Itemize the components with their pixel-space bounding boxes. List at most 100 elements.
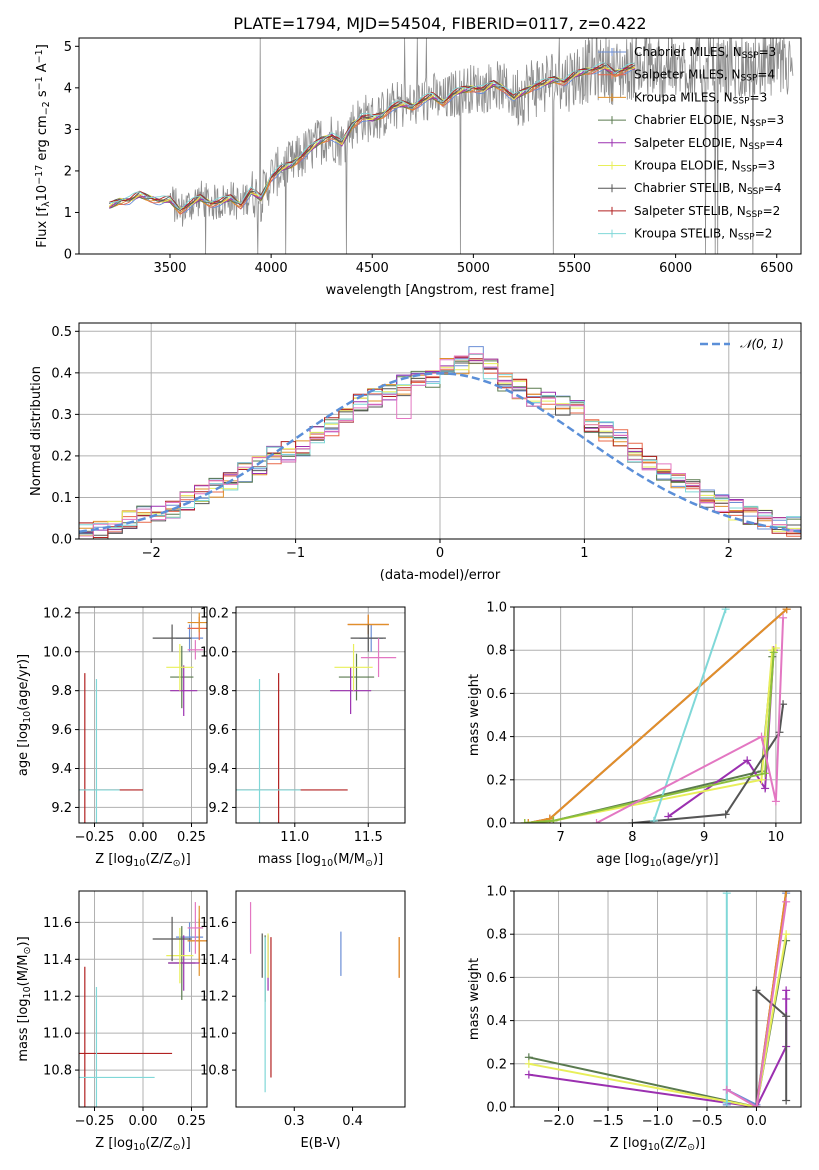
marker: [752, 1103, 761, 1107]
model-line-salpeter-miles: [109, 66, 636, 215]
legend-label: Chabrier STELIB, NSSP=4: [634, 181, 782, 197]
x-tick-label: 0.3: [284, 1114, 305, 1129]
marker: [757, 775, 766, 784]
x-tick-label: 11.5: [354, 830, 383, 845]
y-tick-label: 10.0: [200, 645, 229, 660]
x-tick-label: 8: [628, 830, 636, 845]
marker: [524, 1070, 533, 1079]
y-tick-label: 11.6: [43, 916, 72, 931]
marker: [721, 607, 730, 614]
errorbar-kroupa-elodie: [166, 643, 194, 691]
errorbar-pink: [187, 902, 204, 954]
y-tick-label: 10.0: [43, 645, 72, 660]
mass-ebv-plot-area: [249, 902, 400, 1093]
residuals-plot-area: [79, 346, 801, 539]
cumulative-line-pink: [596, 617, 785, 823]
marker: [722, 891, 731, 898]
y-tick-label: 9.4: [51, 762, 72, 777]
legend-label: Kroupa ELODIE, NSSP=3: [634, 159, 775, 175]
y-tick-label: 0.2: [486, 773, 507, 788]
y-axis-label: mass weight: [467, 674, 482, 756]
marker: [592, 819, 601, 823]
marker: [752, 986, 761, 995]
errorbar-chabrier-stelib: [152, 624, 192, 652]
cumulative-line-chabrier-elodie: [524, 656, 774, 823]
x-tick-label: −0.25: [75, 830, 115, 845]
y-axis-label: mass [log10(M/M⊙)]: [16, 936, 33, 1061]
x-tick-label: −0.25: [75, 1114, 115, 1129]
model-line-salpeter-elodie: [109, 67, 636, 209]
y-axis-label: Normed distribution: [29, 366, 44, 496]
x-tick-label: −2.0: [543, 1114, 575, 1129]
x-tick-label: 5000: [457, 261, 490, 276]
marker: [628, 819, 637, 823]
y-tick-label: 0.8: [486, 928, 507, 943]
age-Z-plot-area: [79, 612, 207, 823]
legend-label: Kroupa MILES, NSSP=3: [634, 90, 767, 106]
y-tick-label: 11.6: [200, 916, 229, 931]
x-tick-label: 4000: [255, 261, 288, 276]
y-tick-label: 0.4: [486, 1014, 507, 1029]
marker: [721, 810, 730, 819]
x-tick-label: 10: [768, 830, 785, 845]
x-tick-label: 0.00: [129, 1114, 158, 1129]
errorbar-chabrier-stelib: [350, 624, 386, 652]
legend-label: Salpeter STELIB, NSSP=2: [634, 204, 780, 220]
model-line-chabrier-elodie: [109, 66, 636, 212]
errorbar-chabrier-miles: [175, 922, 204, 952]
cumulative-line-kroupa-stelib: [652, 608, 727, 822]
x-tick-label: −2: [142, 546, 161, 561]
x-axis-label: wavelength [Angstrom, rest frame]: [326, 283, 555, 298]
legend: Chabrier MILES, NSSP=3 Salpeter MILES, NS…: [598, 45, 784, 243]
y-tick-label: 9.4: [208, 762, 229, 777]
x-axis-label: Z [log10(Z/Z⊙)]: [610, 1136, 705, 1153]
x-tick-label: −0.5: [691, 1114, 723, 1129]
y-tick-label: 9.6: [208, 723, 229, 738]
errorbar-kroupa-elodie: [334, 643, 373, 691]
x-axis-label: (data-model)/error: [380, 568, 501, 583]
x-tick-label: 0.00: [129, 830, 158, 845]
x-tick-label: 0.4: [342, 1114, 363, 1129]
y-tick-label: 5: [64, 40, 72, 55]
y-axis-label: mass weight: [467, 958, 482, 1040]
y-tick-label: 2: [64, 164, 72, 179]
x-tick-label: 0.25: [177, 1114, 206, 1129]
y-tick-label: 9.2: [208, 801, 229, 816]
age-vs-mass-panel: 11.0 11.5 9.2 9.4 9.6 9.8 10.0 10.2 mass [log10(…: [200, 606, 406, 869]
y-tick-label: 9.2: [51, 801, 72, 816]
legend-label: Chabrier MILES, NSSP=3: [634, 45, 776, 61]
x-tick-label: −1.5: [592, 1114, 624, 1129]
marker: [771, 644, 780, 653]
marker: [524, 819, 533, 823]
y-tick-label: 11.0: [43, 1027, 72, 1042]
errorbar-pink: [187, 640, 204, 660]
y-axis-label: age [log10(age/yr)]: [16, 654, 33, 776]
y-tick-label: 11.4: [43, 953, 72, 968]
x-axis-label: Z [log10(Z/Z⊙)]: [95, 852, 190, 869]
y-tick-label: 0.6: [486, 687, 507, 702]
x-axis-label: mass [log10(M/M⊙)]: [258, 852, 383, 869]
y-tick-label: 0.0: [486, 817, 507, 832]
axes-frame: [513, 606, 802, 824]
marker: [722, 1085, 731, 1094]
x-tick-label: −1: [286, 546, 305, 561]
y-tick-label: 11.4: [200, 953, 229, 968]
cumulative-line-olive: [524, 652, 775, 823]
spectrum-plot-area: [108, 38, 794, 254]
legend-label: Salpeter ELODIE, NSSP=4: [634, 136, 783, 152]
age-vs-metallicity-panel: −0.25 0.00 0.25 9.2 9.4 9.6 9.8 10.0 10.2 Z [log1…: [16, 606, 208, 869]
marker: [779, 613, 788, 622]
errorbar-salpeter-elodie: [168, 935, 200, 991]
y-tick-label: 0.4: [51, 366, 72, 381]
y-tick-label: 0: [64, 248, 72, 263]
legend-label: Salpeter MILES, NSSP=4: [634, 68, 775, 84]
marker: [771, 797, 780, 806]
mass-vs-ebv-panel: 0.3 0.4 10.8 11.0 11.2 11.4 11.6 E(B-V): [200, 890, 406, 1151]
x-tick-label: 1: [580, 546, 588, 561]
x-tick-label: 7: [556, 830, 564, 845]
x-axis-label: Z [log10(Z/Z⊙)]: [95, 1136, 190, 1153]
marker: [782, 1012, 791, 1021]
marker: [520, 819, 529, 823]
histogram-pink: [79, 353, 801, 537]
x-tick-label: 6000: [659, 261, 692, 276]
